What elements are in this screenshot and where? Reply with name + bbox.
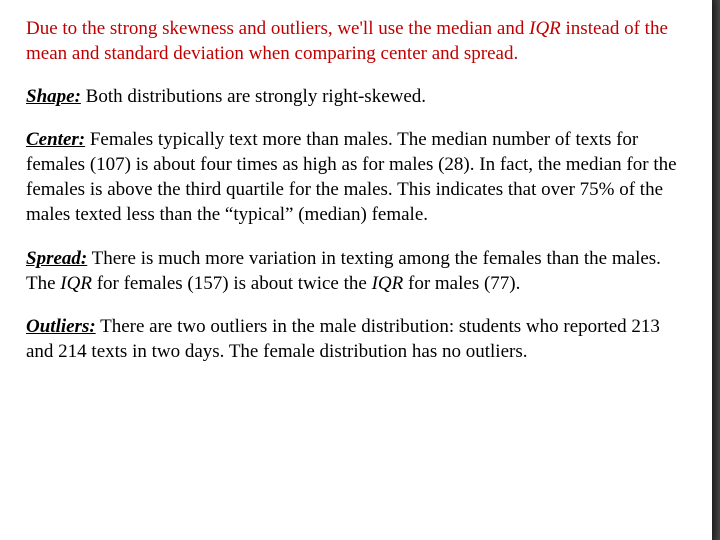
outliers-text: There are two outliers in the male distr… — [26, 316, 660, 362]
shape-label: Shape: — [26, 86, 81, 107]
spread-iqr1: IQR — [60, 273, 92, 294]
spread-iqr2: IQR — [372, 273, 404, 294]
shape-paragraph: Shape: Both distributions are strongly r… — [26, 84, 686, 109]
center-paragraph: Center: Females typically text more than… — [26, 127, 686, 227]
shape-text: Both distributions are strongly right-sk… — [81, 86, 426, 107]
center-text: Females typically text more than males. … — [26, 129, 677, 225]
outliers-label: Outliers: — [26, 316, 96, 337]
center-label: Center: — [26, 129, 85, 150]
spread-t2: for females (157) is about twice the — [92, 273, 372, 294]
intro-text-pre: Due to the strong skewness and outliers,… — [26, 18, 529, 39]
intro-paragraph: Due to the strong skewness and outliers,… — [26, 16, 686, 66]
slide: Due to the strong skewness and outliers,… — [0, 0, 712, 540]
slide-content: Due to the strong skewness and outliers,… — [0, 0, 712, 402]
spread-t3: for males (77). — [403, 273, 520, 294]
slide-shadow — [712, 0, 720, 540]
spread-paragraph: Spread: There is much more variation in … — [26, 246, 686, 296]
spread-label: Spread: — [26, 248, 87, 269]
intro-iqr: IQR — [529, 18, 561, 39]
outliers-paragraph: Outliers: There are two outliers in the … — [26, 314, 686, 364]
